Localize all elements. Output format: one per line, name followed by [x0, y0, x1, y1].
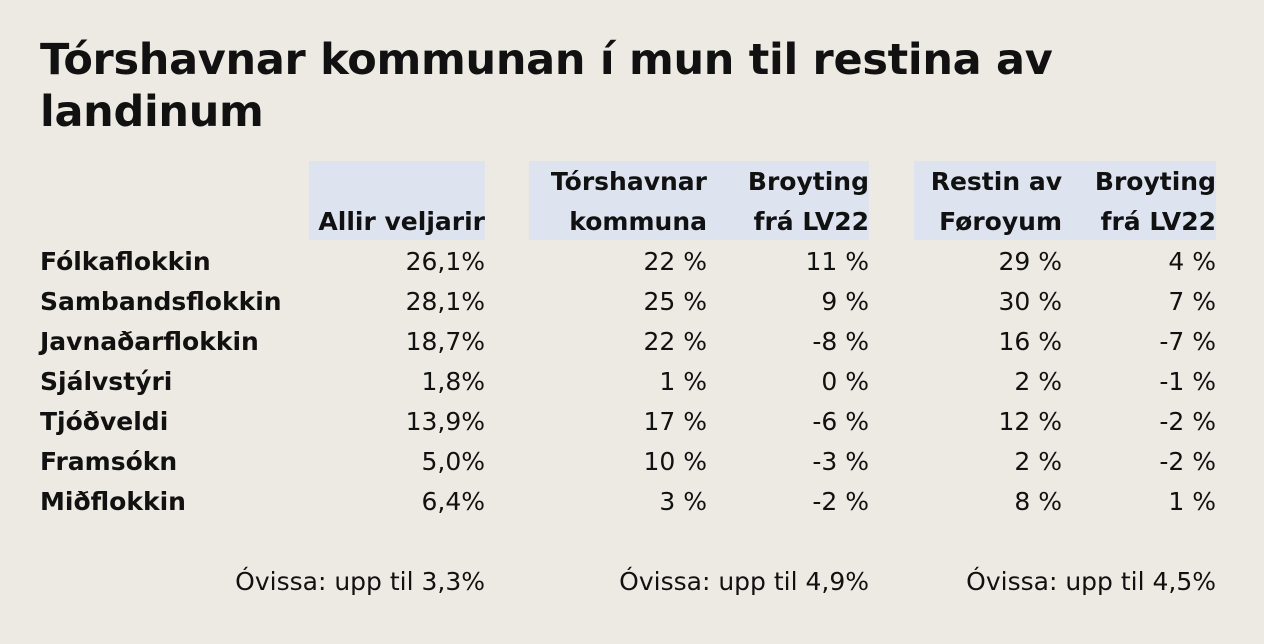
- table-cell: -2 %: [1159, 447, 1216, 476]
- column-header-line1: Broyting: [1094, 167, 1216, 196]
- table-cell: 16 %: [998, 327, 1062, 356]
- column-header-line1: Tórshavnar: [550, 167, 707, 196]
- header-background: [914, 161, 1216, 240]
- column-header-line1: Broyting: [747, 167, 869, 196]
- column-header-line2: Føroyum: [939, 207, 1062, 236]
- row-label: Javnaðarflokkin: [40, 327, 259, 356]
- table-cell: 6,4%: [421, 487, 485, 516]
- table-cell: 17 %: [643, 407, 707, 436]
- column-header-line2: frá LV22: [1100, 207, 1216, 236]
- row-label: Miðflokkin: [40, 487, 186, 516]
- table-cell: 2 %: [1014, 367, 1062, 396]
- table-cell: -1 %: [1159, 367, 1216, 396]
- uncertainty-note: Óvissa: upp til 4,5%: [966, 567, 1216, 596]
- table-cell: 25 %: [643, 287, 707, 316]
- table-cell: 2 %: [1014, 447, 1062, 476]
- page-title: Tórshavnar kommunan í mun til restina av…: [40, 35, 1053, 137]
- table-cell: 22 %: [643, 327, 707, 356]
- table-cell: 5,0%: [421, 447, 485, 476]
- table-cell: 4 %: [1168, 247, 1216, 276]
- table-cell: 8 %: [1014, 487, 1062, 516]
- header-background: [309, 161, 485, 240]
- uncertainty-note: Óvissa: upp til 3,3%: [235, 567, 485, 596]
- table-cell: -2 %: [812, 487, 869, 516]
- table-cell: 1 %: [659, 367, 707, 396]
- table-cell: 1,8%: [421, 367, 485, 396]
- row-label: Sambandsflokkin: [40, 287, 282, 316]
- table-cell: 11 %: [805, 247, 869, 276]
- table-cell: 29 %: [998, 247, 1062, 276]
- table-cell: 18,7%: [405, 327, 485, 356]
- table-cell: 1 %: [1168, 487, 1216, 516]
- column-header-line2: kommuna: [569, 207, 707, 236]
- row-label: Tjóðveldi: [40, 407, 169, 436]
- row-label: Sjálvstýri: [40, 367, 173, 396]
- table-cell: -3 %: [812, 447, 869, 476]
- table-cell: 22 %: [643, 247, 707, 276]
- table-cell: -6 %: [812, 407, 869, 436]
- table-cell: 7 %: [1168, 287, 1216, 316]
- row-label: Framsókn: [40, 447, 178, 476]
- table-cell: 9 %: [821, 287, 869, 316]
- table-cell: -8 %: [812, 327, 869, 356]
- table-cell: 10 %: [643, 447, 707, 476]
- table-cell: -7 %: [1159, 327, 1216, 356]
- table-cell: 0 %: [821, 367, 869, 396]
- table-cell: 30 %: [998, 287, 1062, 316]
- column-header-line2: Allir veljarir: [318, 207, 485, 236]
- table-cell: 3 %: [659, 487, 707, 516]
- table-cell: 28,1%: [405, 287, 485, 316]
- table-cell: -2 %: [1159, 407, 1216, 436]
- column-header-line1: Restin av: [930, 167, 1062, 196]
- table-cell: 13,9%: [405, 407, 485, 436]
- header-background: [529, 161, 869, 240]
- row-label: Fólkaflokkin: [40, 247, 211, 276]
- uncertainty-note: Óvissa: upp til 4,9%: [619, 567, 869, 596]
- table-cell: 26,1%: [405, 247, 485, 276]
- column-header-line2: frá LV22: [753, 207, 869, 236]
- table-cell: 12 %: [998, 407, 1062, 436]
